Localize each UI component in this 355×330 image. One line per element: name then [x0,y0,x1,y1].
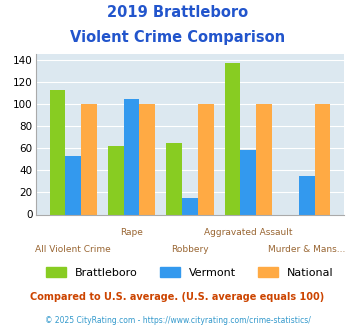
Bar [124,99,140,214]
Text: Rape: Rape [120,228,143,237]
Text: 2019 Brattleboro: 2019 Brattleboro [107,5,248,20]
Text: Robbery: Robbery [171,245,209,254]
Bar [108,146,124,214]
Bar [240,150,256,214]
Text: Aggravated Assault: Aggravated Assault [204,228,293,237]
Bar [65,156,81,215]
Text: Murder & Mans...: Murder & Mans... [268,245,345,254]
Bar [299,176,315,214]
Bar [225,63,240,214]
Bar [166,143,182,214]
Text: Compared to U.S. average. (U.S. average equals 100): Compared to U.S. average. (U.S. average … [31,292,324,302]
Text: © 2025 CityRating.com - https://www.cityrating.com/crime-statistics/: © 2025 CityRating.com - https://www.city… [45,316,310,325]
Bar [198,104,214,214]
Text: All Violent Crime: All Violent Crime [35,245,111,254]
Bar [50,90,65,214]
Bar [81,104,97,214]
Bar [140,104,155,214]
Bar [256,104,272,214]
Bar [182,198,198,214]
Text: Violent Crime Comparison: Violent Crime Comparison [70,30,285,45]
Bar [315,104,330,214]
Legend: Brattleboro, Vermont, National: Brattleboro, Vermont, National [42,263,338,282]
